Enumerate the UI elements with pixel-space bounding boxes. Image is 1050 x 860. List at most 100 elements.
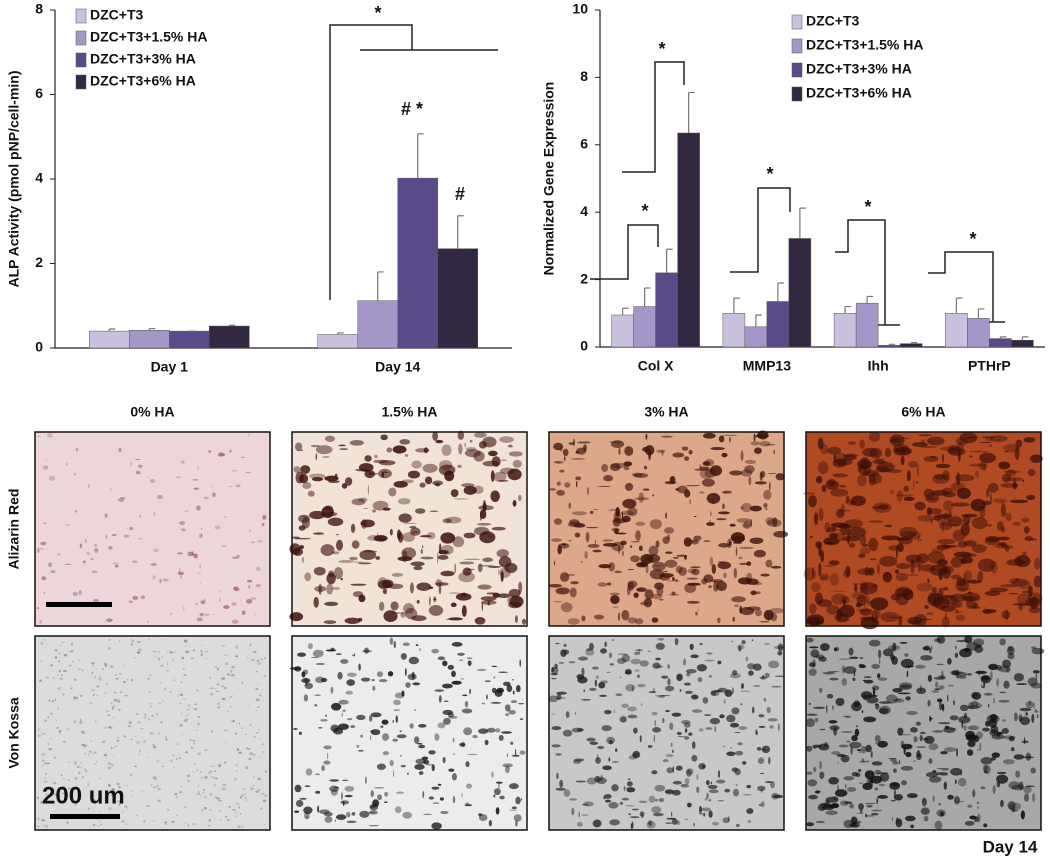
- texture: [125, 823, 128, 826]
- texture: [519, 718, 524, 720]
- texture: [613, 709, 616, 714]
- texture: [990, 560, 998, 574]
- texture: [609, 663, 614, 666]
- texture: [257, 777, 262, 781]
- texture: [71, 771, 73, 773]
- texture: [474, 616, 486, 625]
- texture: [587, 543, 600, 548]
- texture: [651, 770, 658, 775]
- texture: [160, 721, 163, 724]
- texture: [764, 643, 770, 645]
- texture: [402, 642, 410, 647]
- texture: [963, 570, 973, 582]
- texture: [739, 546, 755, 549]
- texture: [753, 433, 756, 442]
- texture: [201, 644, 203, 646]
- texture: [389, 637, 394, 645]
- texture: [428, 604, 444, 616]
- texture: [260, 807, 263, 810]
- texture: [621, 797, 630, 801]
- texture: [196, 505, 201, 511]
- texture: [307, 643, 313, 650]
- texture: [751, 639, 754, 642]
- texture: [848, 526, 867, 538]
- texture: [130, 643, 134, 646]
- texture: [451, 680, 462, 685]
- texture: [233, 587, 240, 592]
- texture: [487, 565, 501, 568]
- texture: [609, 463, 621, 472]
- texture: [199, 612, 204, 617]
- texture: [293, 466, 301, 473]
- texture: [486, 592, 498, 595]
- texture: [95, 720, 97, 723]
- texture: [104, 663, 107, 668]
- texture: [196, 689, 199, 692]
- texture: [1013, 673, 1025, 682]
- error-bar: [622, 307, 629, 315]
- texture: [481, 601, 484, 612]
- texture: [77, 668, 82, 670]
- texture: [738, 645, 742, 652]
- texture: [111, 788, 116, 791]
- texture: [104, 753, 107, 757]
- texture: [594, 539, 596, 545]
- bar: [357, 300, 398, 349]
- texture: [1031, 647, 1045, 655]
- texture: [749, 505, 762, 512]
- texture: [177, 571, 185, 576]
- texture: [134, 765, 137, 768]
- texture: [941, 520, 944, 534]
- texture: [1021, 517, 1030, 523]
- texture: [856, 749, 862, 752]
- texture: [350, 725, 356, 729]
- texture: [809, 646, 819, 649]
- texture: [862, 782, 873, 791]
- texture: [667, 678, 671, 686]
- texture: [992, 785, 996, 795]
- texture: [927, 699, 931, 707]
- texture: [672, 577, 675, 581]
- texture: [730, 673, 741, 679]
- texture: [42, 639, 46, 641]
- texture: [241, 788, 246, 790]
- texture: [323, 812, 333, 817]
- texture: [229, 485, 232, 488]
- texture: [734, 731, 741, 734]
- texture: [508, 601, 522, 609]
- texture: [1004, 544, 1010, 553]
- texture: [512, 500, 517, 507]
- texture: [329, 779, 340, 782]
- texture: [76, 766, 81, 768]
- texture: [99, 812, 102, 814]
- texture: [953, 795, 960, 805]
- bar: [833, 313, 857, 348]
- texture: [893, 698, 905, 703]
- texture: [693, 515, 697, 518]
- legend-label: DZC+T3: [90, 7, 144, 23]
- texture: [696, 664, 707, 672]
- texture: [457, 652, 465, 656]
- texture: [495, 807, 500, 815]
- texture: [117, 800, 122, 803]
- texture: [763, 697, 767, 702]
- texture: [107, 726, 112, 729]
- texture: [512, 459, 522, 468]
- texture: [47, 715, 49, 719]
- texture: [964, 635, 973, 644]
- texture: [392, 738, 398, 742]
- texture: [967, 725, 980, 731]
- texture: [870, 775, 883, 784]
- texture: [775, 473, 785, 481]
- texture: [969, 450, 988, 453]
- texture: [562, 729, 573, 737]
- texture: [960, 513, 978, 518]
- texture: [665, 512, 667, 519]
- texture: [60, 674, 63, 677]
- texture: [108, 726, 113, 729]
- bar: [633, 306, 656, 348]
- texture: [518, 494, 522, 502]
- texture: [151, 714, 154, 717]
- texture: [204, 657, 208, 660]
- texture: [1001, 610, 1011, 620]
